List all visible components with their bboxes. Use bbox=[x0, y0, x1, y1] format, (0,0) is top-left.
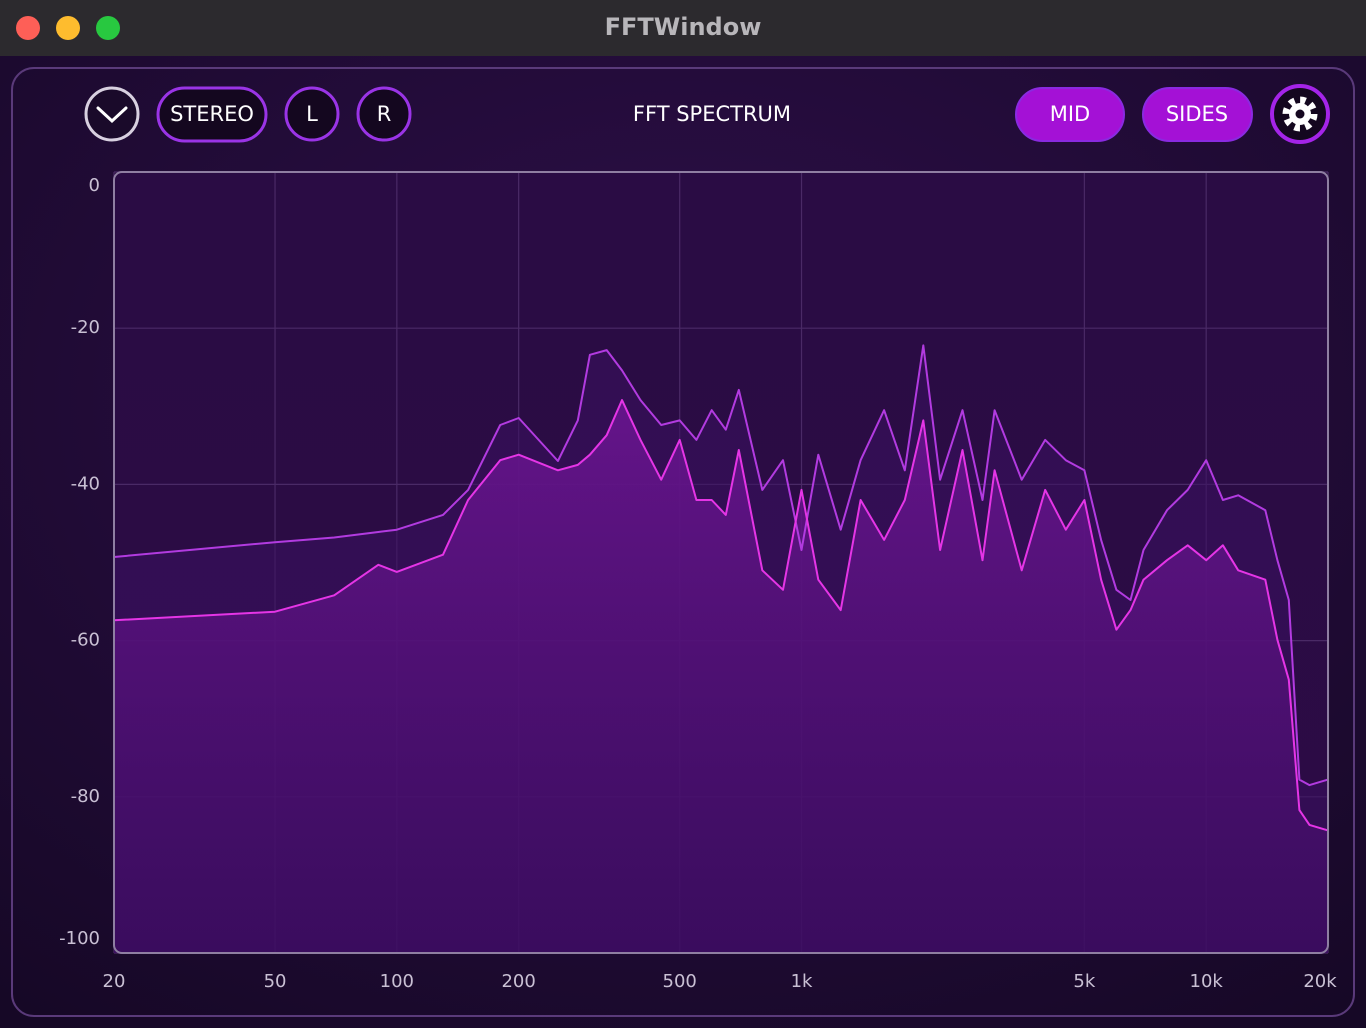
spectrum-fill bbox=[114, 400, 1328, 954]
stereo-button[interactable] bbox=[156, 86, 268, 143]
chart-title: FFT SPECTRUM bbox=[633, 102, 791, 126]
x-tick-label: 20 bbox=[103, 971, 126, 992]
gear-hole bbox=[1295, 109, 1305, 119]
sides-button[interactable] bbox=[1142, 87, 1253, 142]
y-tick-label: -80 bbox=[71, 786, 100, 807]
plot bbox=[113, 171, 1329, 954]
x-tick-label: 1k bbox=[791, 971, 813, 992]
right-button[interactable] bbox=[356, 86, 412, 142]
y-tick-label: -100 bbox=[59, 928, 100, 949]
zoom-button[interactable] bbox=[96, 16, 120, 40]
mid-button[interactable] bbox=[1015, 87, 1125, 142]
left-label: L bbox=[306, 102, 318, 126]
y-tick-label: -20 bbox=[71, 317, 100, 338]
y-tick-label: -60 bbox=[71, 630, 100, 651]
right-label: R bbox=[377, 102, 392, 126]
x-tick-label: 50 bbox=[264, 971, 287, 992]
mid-label: MID bbox=[1050, 102, 1090, 126]
close-button[interactable] bbox=[16, 16, 40, 40]
panel-border bbox=[11, 67, 1355, 1017]
collapse-button[interactable] bbox=[84, 86, 140, 142]
chevron-icon bbox=[96, 106, 128, 124]
y-tick-label: -40 bbox=[71, 473, 100, 494]
y-tick-label: 0 bbox=[89, 175, 100, 196]
sides-label: SIDES bbox=[1166, 102, 1228, 126]
spectrum-line bbox=[113, 344, 1329, 787]
left-button[interactable] bbox=[284, 86, 340, 142]
x-tick-label: 20k bbox=[1303, 971, 1337, 992]
title-bar bbox=[0, 0, 1366, 56]
x-tick-label: 100 bbox=[380, 971, 414, 992]
window-title: FFTWindow bbox=[605, 13, 762, 41]
stereo-label: STEREO bbox=[170, 102, 254, 126]
x-tick-label: 5k bbox=[1073, 971, 1095, 992]
minimize-button[interactable] bbox=[56, 16, 80, 40]
plot-border bbox=[113, 171, 1329, 954]
spectrum-line bbox=[113, 399, 1329, 832]
gear-teeth bbox=[1282, 96, 1318, 132]
x-tick-label: 500 bbox=[663, 971, 697, 992]
x-tick-label: 10k bbox=[1190, 971, 1224, 992]
x-tick-label: 200 bbox=[501, 971, 535, 992]
